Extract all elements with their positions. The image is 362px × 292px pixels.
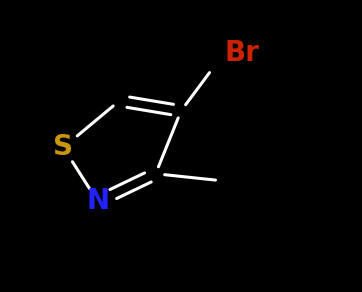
Text: Br: Br: [224, 39, 259, 67]
Text: S: S: [53, 133, 73, 161]
Text: N: N: [86, 187, 109, 215]
